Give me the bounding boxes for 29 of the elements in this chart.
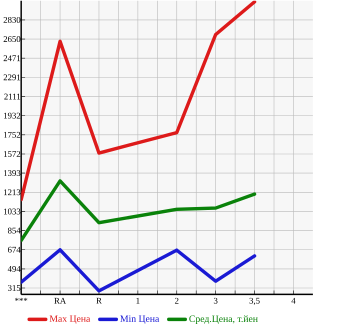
- y-tick-label: 2650: [4, 36, 20, 42]
- y-tick-label: 2830: [4, 17, 20, 24]
- line-series: [21, 179, 256, 242]
- x-tick-label: ***: [15, 298, 28, 302]
- x-tick-label: 4: [291, 298, 296, 304]
- x-tick-label: 2: [174, 298, 178, 304]
- x-tick-label: 1: [136, 298, 140, 304]
- y-tick-label: 1572: [4, 151, 20, 158]
- y-tick-label: 1932: [4, 112, 20, 119]
- y-tick-label: 315: [8, 285, 20, 292]
- x-tick-label: R: [96, 298, 102, 304]
- legend-label: Min Цена: [120, 316, 160, 324]
- y-tick-label: 494: [8, 266, 21, 272]
- x-tick-label: 3,5: [250, 298, 260, 306]
- y-tick-label: 2291: [4, 74, 20, 81]
- y-tick-label: 1213: [4, 190, 20, 196]
- y-tick-label: 854: [8, 228, 21, 234]
- line-series: [21, 0, 256, 202]
- x-tick-label: RA: [54, 298, 66, 304]
- legend-label: Сред.Цена, т.йен: [189, 316, 258, 324]
- y-tick-label: 1752: [4, 132, 20, 138]
- legend-label: Max Цена: [50, 316, 90, 324]
- y-tick-label: 1033: [4, 208, 20, 215]
- x-tick-label: 3: [214, 298, 218, 304]
- y-tick-label: 1393: [4, 170, 20, 176]
- line-series: [21, 248, 256, 293]
- y-tick-label: 674: [8, 247, 21, 253]
- y-tick-label: 2471: [4, 55, 20, 62]
- y-tick-label: 2111: [4, 94, 20, 100]
